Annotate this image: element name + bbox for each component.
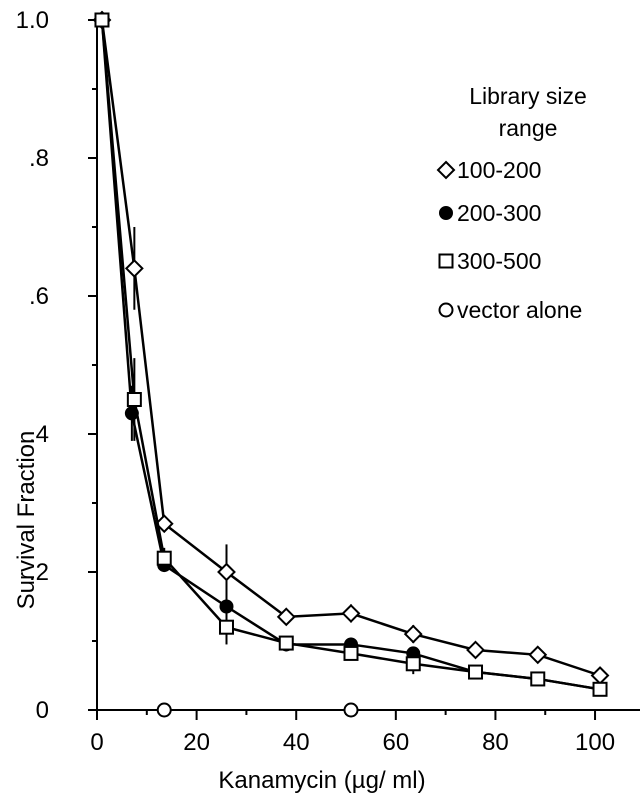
data-point (343, 702, 359, 718)
y-tick-label: .2 (29, 559, 49, 586)
data-point (276, 607, 296, 627)
data-point (405, 656, 421, 672)
series-300-500 (94, 12, 608, 697)
x-axis-title: Kanamycin (µg/ ml) (218, 767, 425, 794)
y-tick-label: 0 (36, 697, 49, 724)
data-point (124, 258, 144, 278)
legend-label: 300-500 (457, 248, 541, 274)
x-tick-label: 80 (482, 729, 509, 756)
data-point (278, 635, 294, 651)
data-point (592, 681, 608, 697)
legend-item: 100-200 (436, 157, 541, 183)
data-point (468, 664, 484, 680)
series-line (100, 19, 601, 691)
legend-marker (439, 206, 453, 220)
legend-item: vector alone (438, 297, 582, 323)
legend-item: 200-300 (439, 200, 541, 226)
legend-item: 300-500 (438, 248, 541, 274)
legend-label: 100-200 (457, 157, 541, 183)
data-point (156, 550, 172, 566)
legend-marker (436, 160, 456, 180)
legend-marker (438, 302, 454, 318)
legend-title: Library size (469, 83, 587, 109)
legend-label: vector alone (457, 297, 582, 323)
legend-title: range (499, 115, 558, 141)
legend-marker (438, 253, 454, 269)
x-tick-label: 100 (575, 729, 615, 756)
data-point (530, 671, 546, 687)
y-tick-label: .6 (29, 283, 49, 310)
data-point (217, 562, 236, 582)
data-point (154, 514, 174, 534)
data-point (466, 640, 485, 660)
data-point (156, 702, 172, 718)
y-axis-title: Survival Fraction (13, 431, 40, 610)
y-tick-label: 1.0 (16, 7, 49, 34)
legend-label: 200-300 (457, 200, 541, 226)
data-point (343, 645, 359, 661)
y-tick-label: .8 (29, 145, 49, 172)
y-tick-label: .4 (29, 421, 49, 448)
data-point (341, 603, 361, 623)
x-tick-label: 60 (382, 729, 409, 756)
series-line (100, 19, 601, 677)
axes: 0 .2 .4 .6 .8 1.0 0 20 40 60 80 100 Kanamycin (µg/ m… (13, 7, 640, 794)
series-100-200 (92, 10, 610, 685)
legend: Library size range 100-200 200-300 300-500 ve… (436, 83, 587, 323)
data-point (403, 624, 423, 644)
x-tick-label: 40 (283, 729, 310, 756)
data-point (528, 645, 548, 665)
series-layer (92, 10, 610, 718)
x-tick-label: 20 (183, 729, 210, 756)
data-point (94, 12, 110, 28)
data-point (218, 619, 234, 635)
data-point (126, 392, 142, 407)
series-vector-alone (156, 702, 359, 718)
data-point (590, 666, 610, 685)
x-tick-label: 0 (90, 729, 103, 756)
